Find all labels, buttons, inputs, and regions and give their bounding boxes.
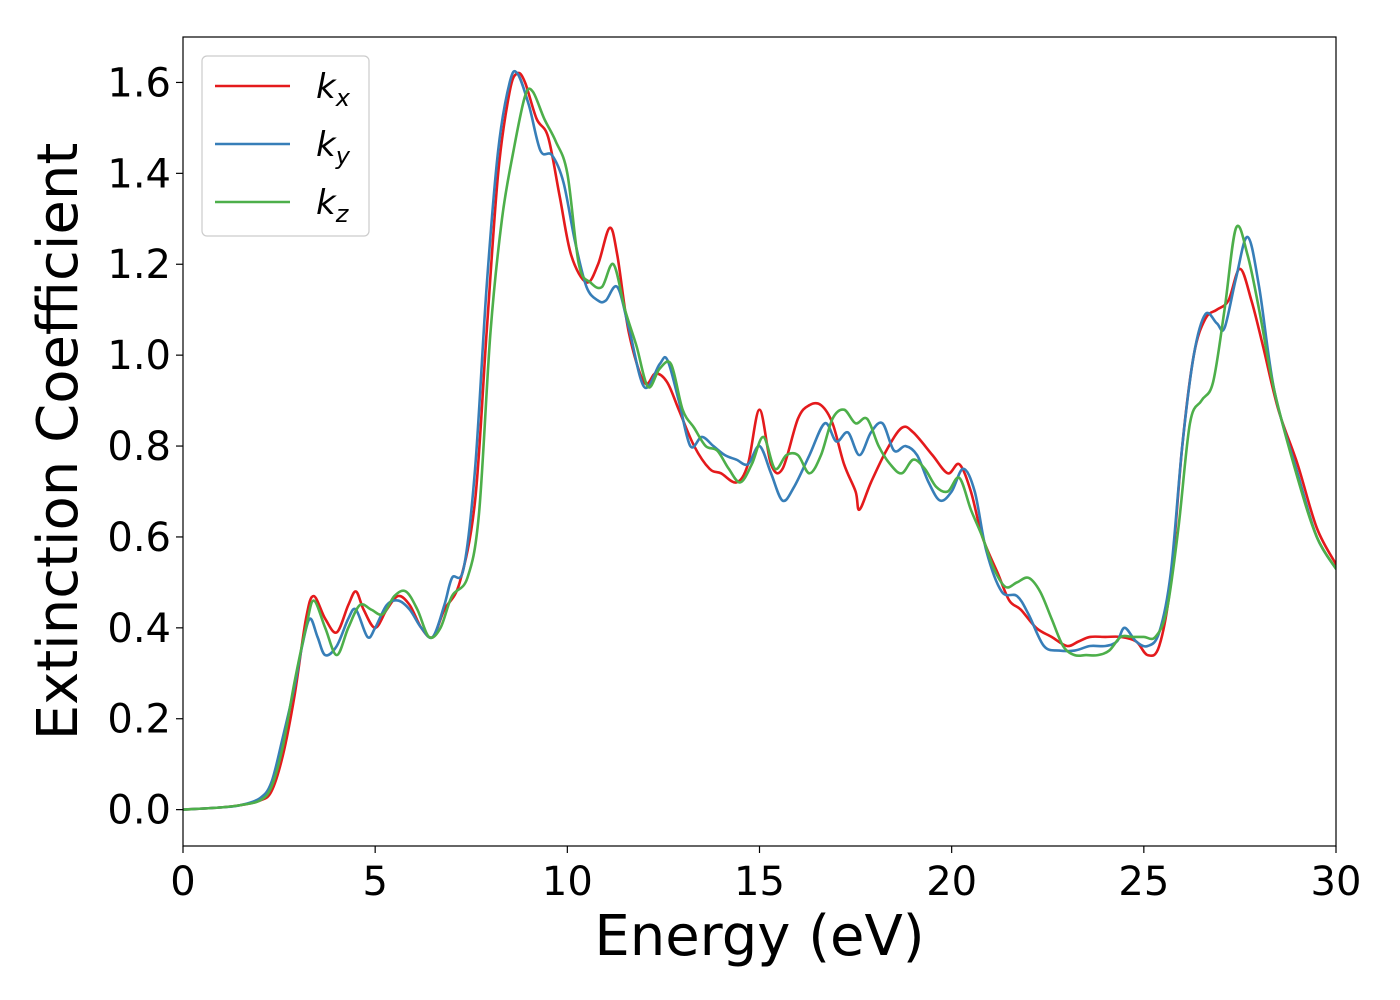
y-tick-label: 1.6 <box>107 60 171 106</box>
x-axis-ticks: 0 5 10 15 20 25 30 <box>170 846 1361 905</box>
x-tick-label: 0 <box>170 859 195 905</box>
y-axis-title: Extinction Coefficient <box>26 143 91 741</box>
y-tick-label: 0.6 <box>107 515 171 561</box>
x-tick-label: 20 <box>926 859 977 905</box>
y-tick-label: 1.2 <box>107 242 171 288</box>
x-tick-label: 5 <box>362 859 387 905</box>
y-tick-label: 0.4 <box>107 606 171 652</box>
series-line-z <box>183 87 1336 811</box>
legend-label-x: kx <box>316 67 351 112</box>
legend-label-subscript: y <box>335 142 351 170</box>
legend-label-main: k <box>316 67 337 107</box>
legend-label-subscript: x <box>335 84 351 112</box>
x-axis-title: Energy (eV) <box>594 904 924 969</box>
legend-label-z: kz <box>316 183 350 228</box>
legend-label-main: k <box>316 125 337 165</box>
x-tick-label: 15 <box>734 859 785 905</box>
y-tick-label: 0.2 <box>107 697 171 743</box>
legend-label-main: k <box>316 183 337 223</box>
y-tick-label: 0.8 <box>107 424 171 470</box>
x-tick-label: 10 <box>542 859 593 905</box>
y-tick-label: 1.0 <box>107 333 171 379</box>
series-line-y <box>183 69 1336 811</box>
y-axis-ticks: 0.0 0.2 0.4 0.6 0.8 1.0 1.2 1.4 1.6 <box>107 60 183 834</box>
y-tick-label: 1.4 <box>107 151 171 197</box>
legend-label-y: ky <box>316 125 351 170</box>
legend-label-subscript: z <box>335 200 350 228</box>
legend-box <box>201 55 370 237</box>
x-tick-label: 25 <box>1118 859 1169 905</box>
series-layer <box>183 69 1336 811</box>
y-tick-label: 0.0 <box>107 788 171 834</box>
x-tick-label: 30 <box>1311 859 1362 905</box>
